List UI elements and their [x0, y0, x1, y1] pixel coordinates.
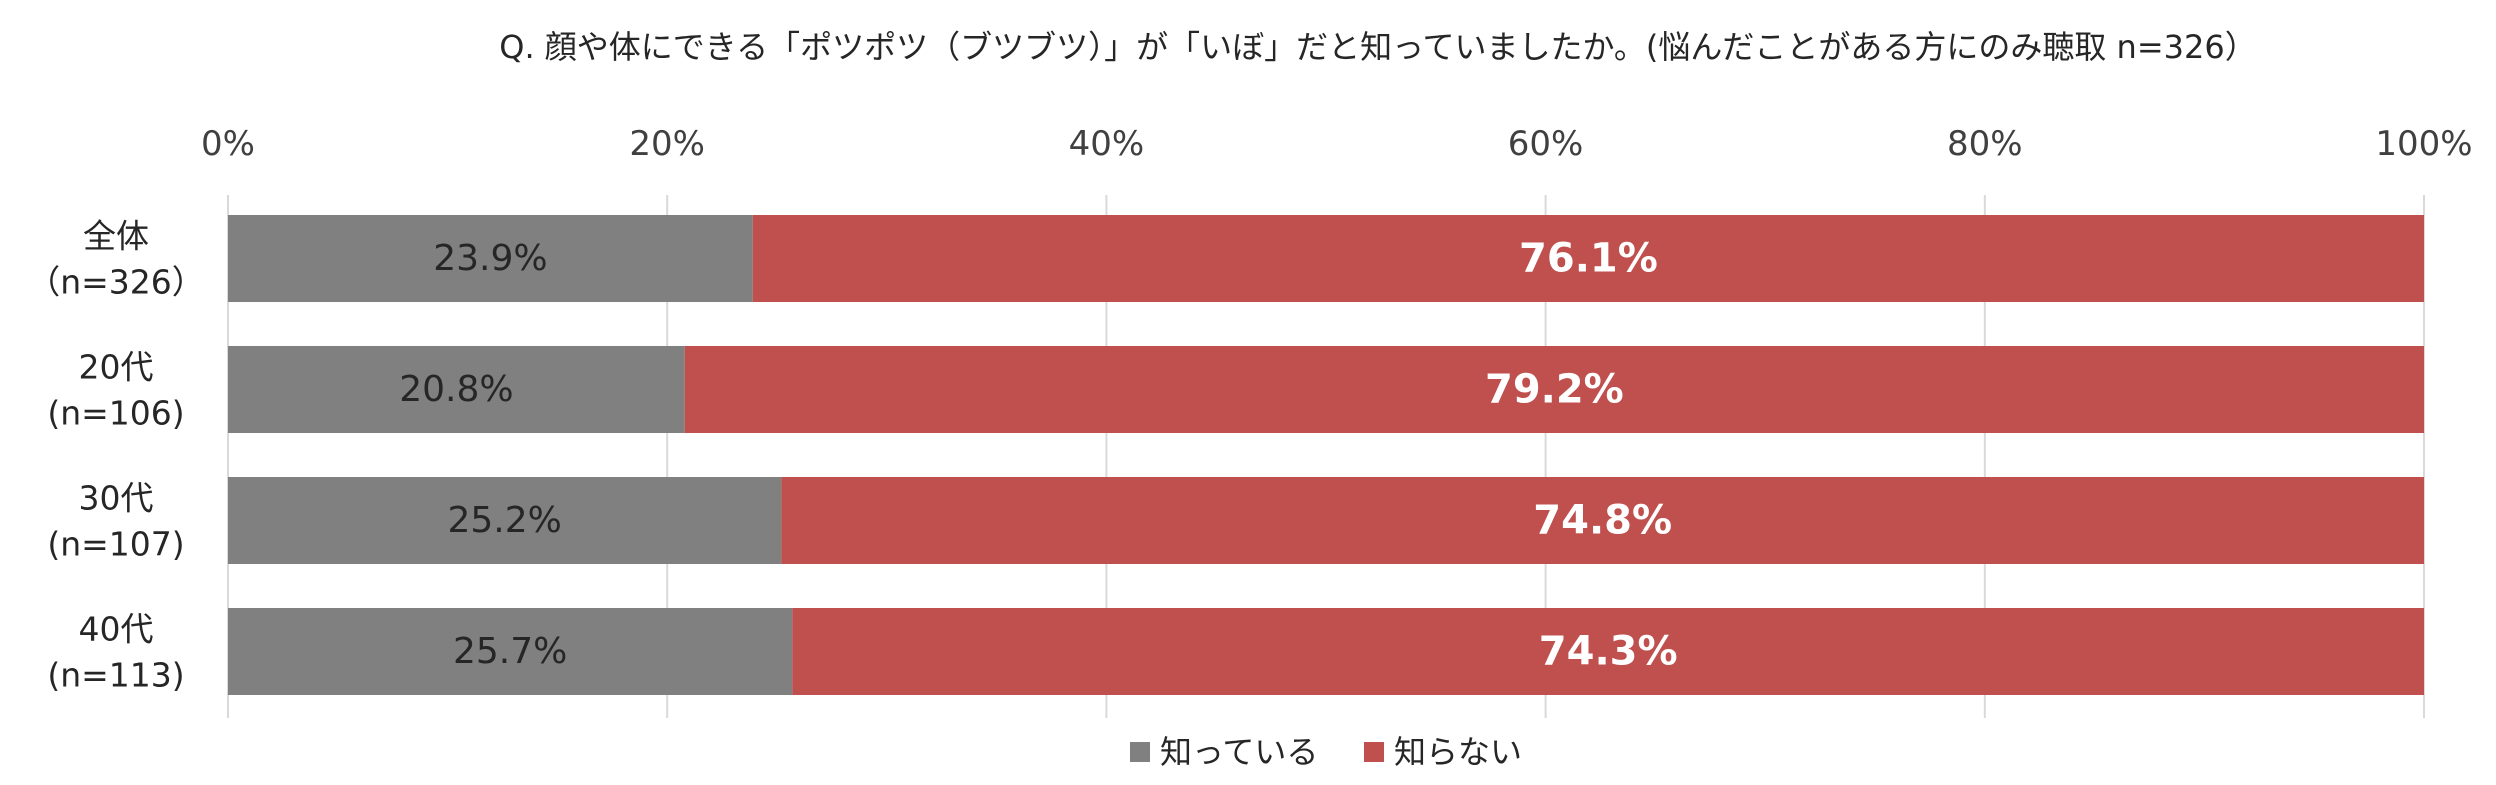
category-label: 30代(n=107) [47, 478, 184, 563]
x-axis-tick-labels: 0% 20% 40% 60% 80% 100% [201, 124, 2473, 164]
x-tick-label: 0% [201, 124, 255, 164]
x-tick-label: 20% [629, 124, 705, 164]
data-label: 23.9% [433, 238, 547, 279]
category-label: 40代(n=113) [47, 609, 184, 694]
bar-segment [228, 608, 793, 695]
data-label: 76.1% [1519, 236, 1658, 282]
bar-segment [792, 608, 2424, 695]
bar-segment [228, 346, 685, 433]
chart-title: Q. 顔や体にできる「ポツポツ（ブツブツ）」が「いぼ」だと知っていましたか。(悩… [499, 28, 2256, 66]
x-tick-label: 80% [1947, 124, 2023, 164]
category-labels: 全体（n=326） 20代(n=106) 30代(n=107) 40代(n=113) [27, 216, 205, 694]
legend-label: 知っている [1160, 733, 1318, 771]
data-label: 74.8% [1533, 498, 1672, 544]
data-label: 20.8% [399, 369, 513, 410]
bar-segment [781, 477, 2424, 564]
x-tick-label: 60% [1508, 124, 1584, 164]
legend-swatch [1364, 742, 1384, 762]
bar-segment [684, 346, 2424, 433]
data-label: 79.2% [1485, 367, 1624, 413]
data-label: 25.2% [448, 500, 562, 541]
bar-segment [752, 215, 2424, 302]
legend-swatch [1130, 742, 1150, 762]
legend-item: 知っている [1130, 733, 1318, 771]
category-label: 20代(n=106) [47, 347, 184, 432]
data-label: 25.7% [453, 631, 567, 672]
category-label: 全体（n=326） [27, 216, 205, 301]
bar-segment [228, 215, 753, 302]
x-tick-label: 40% [1069, 124, 1145, 164]
legend: 知っている 知らない [1130, 733, 1522, 771]
bars: 23.9% 76.1% 20.8% 79.2% 25.2% 74.8% 25.7% 74.3% [228, 215, 2424, 695]
data-label: 74.3% [1539, 629, 1678, 675]
legend-label: 知らない [1394, 733, 1522, 771]
x-tick-label: 100% [2375, 124, 2472, 164]
bar-segment [228, 477, 782, 564]
legend-item: 知らない [1364, 733, 1522, 771]
